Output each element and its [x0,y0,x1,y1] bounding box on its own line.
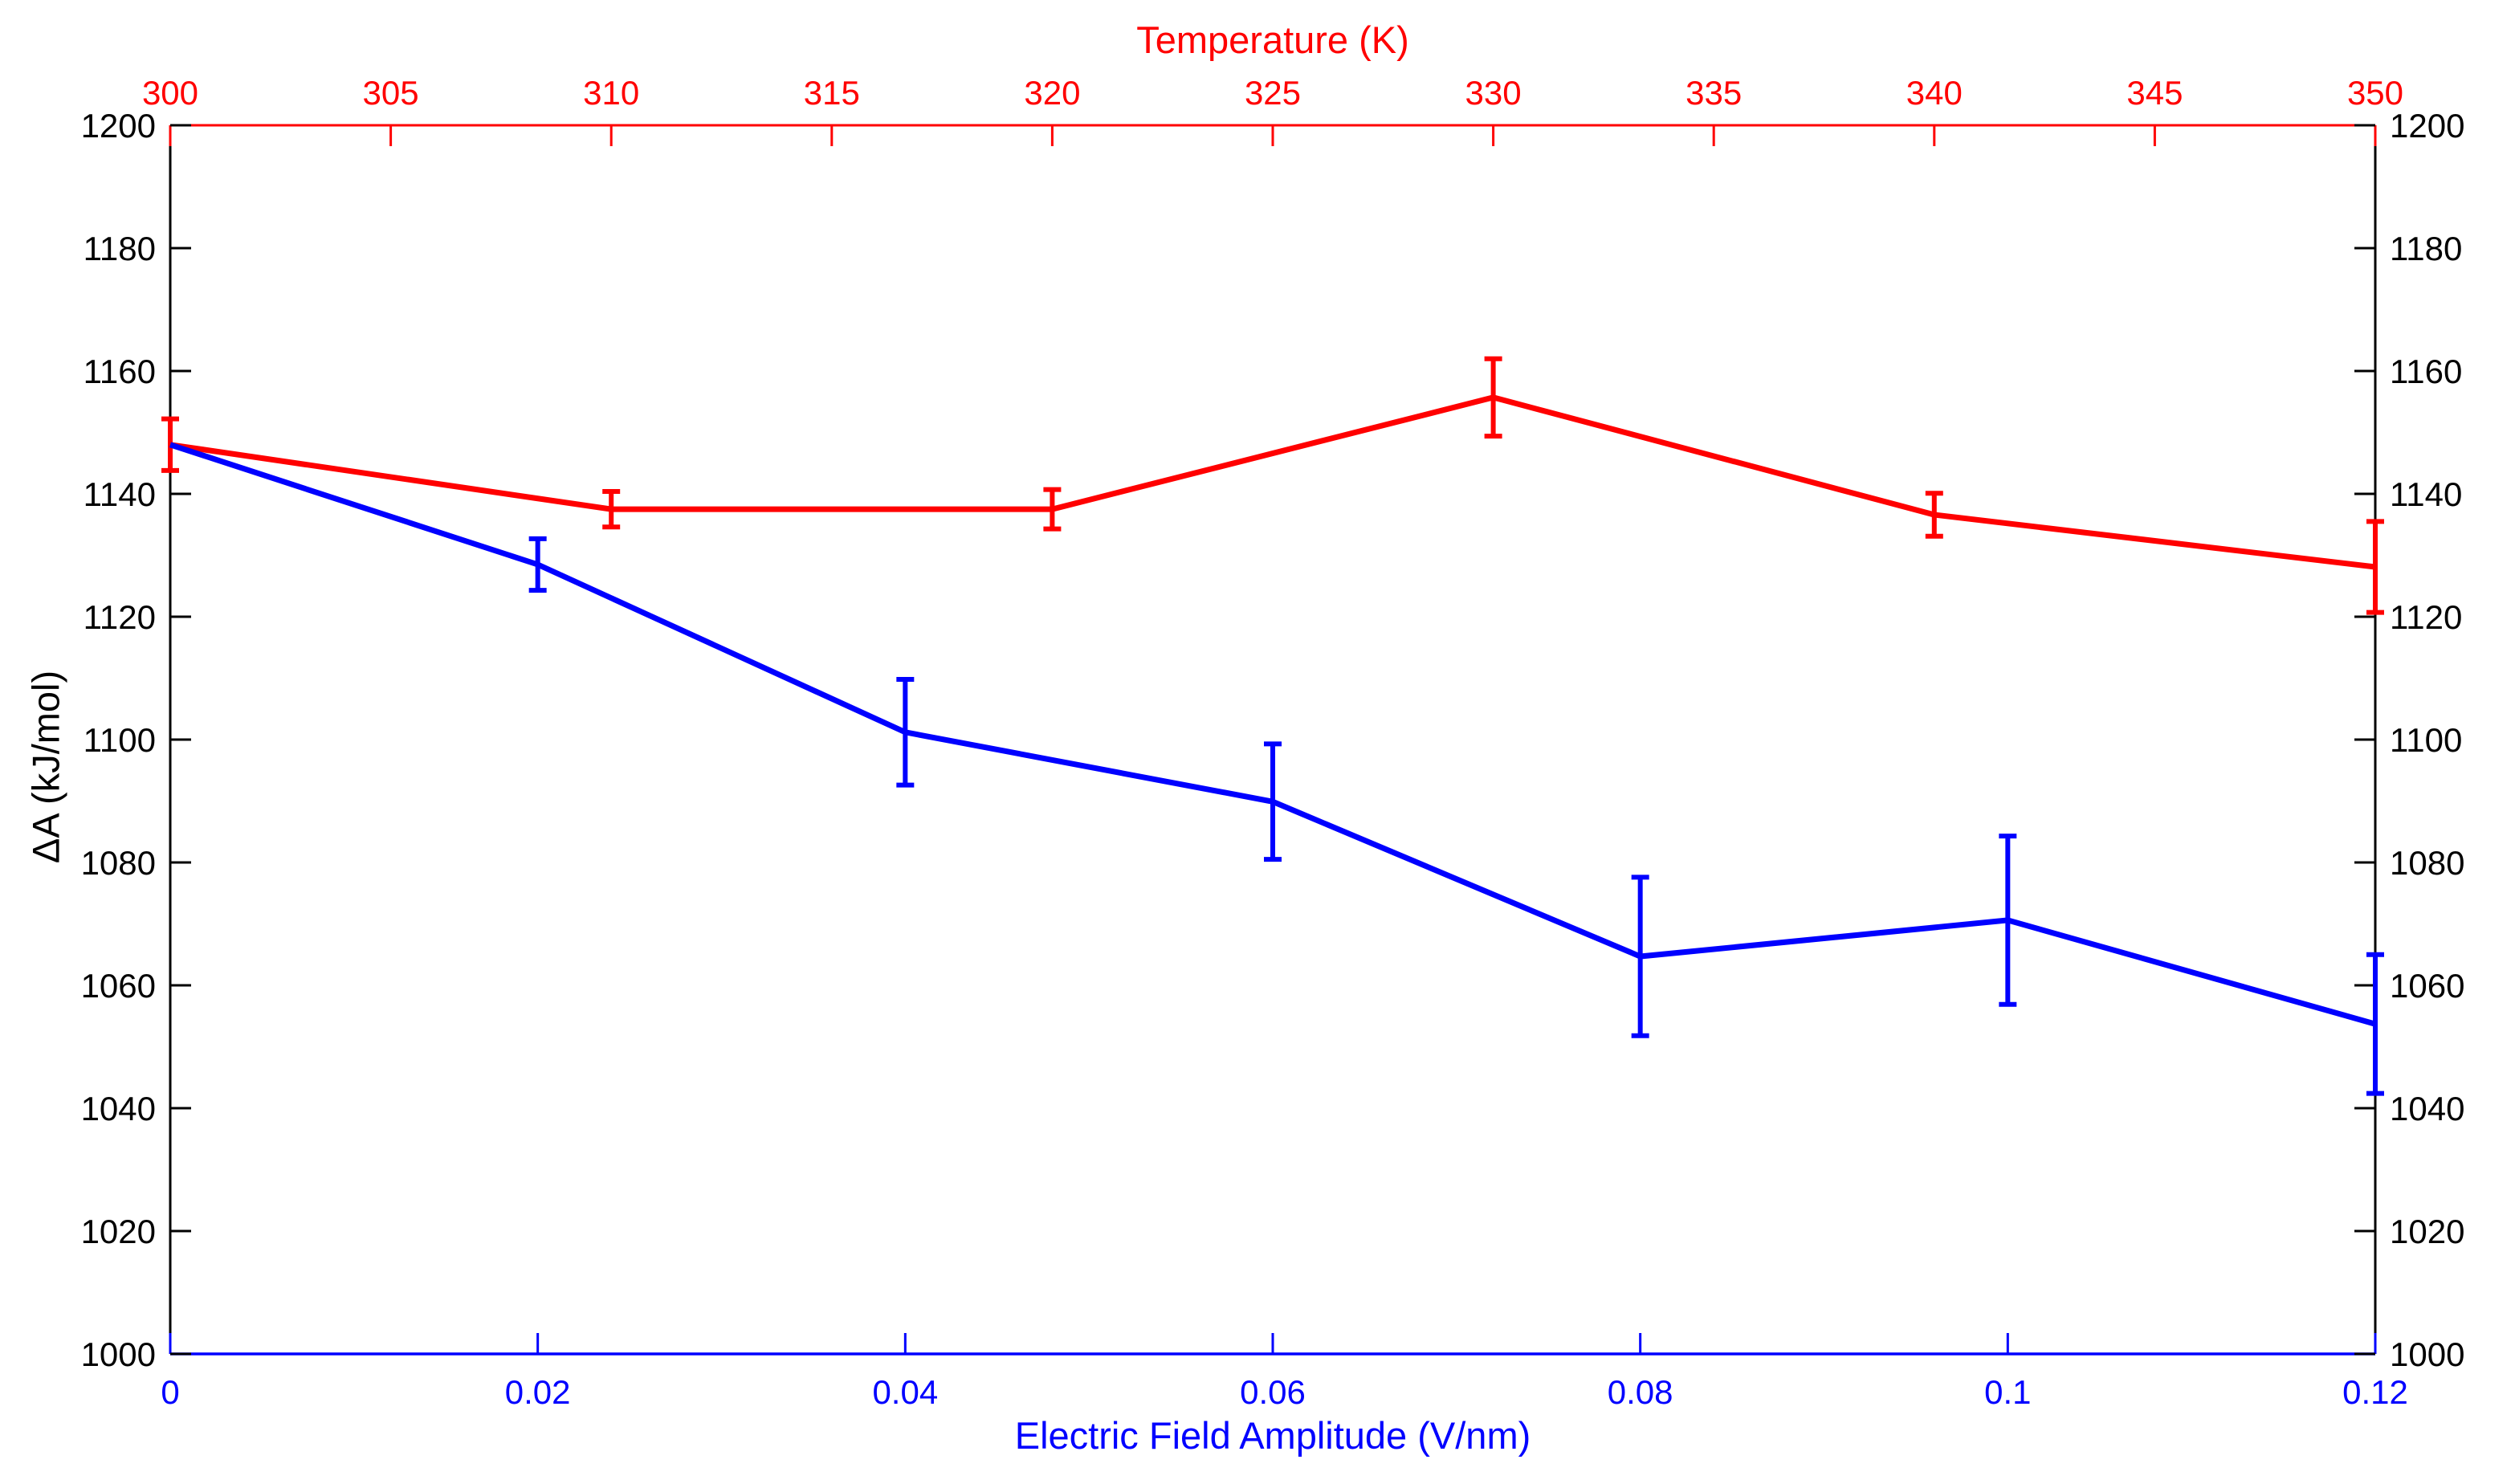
y-axis-title: ΔA (kJ/mol) [24,670,67,864]
bottom-axis-tick-label: 0.08 [1608,1373,1673,1411]
top-axis-tick-label: 315 [804,74,860,112]
top-axis-tick-label: 305 [363,74,419,112]
right-axis-tick-label: 1180 [2390,230,2462,267]
bottom-axis-tick-label: 0.04 [872,1373,938,1411]
temperature-series-line [169,394,2376,570]
top-axis-tick-label: 330 [1465,74,1522,112]
left-axis-tick-label: 1020 [81,1213,156,1250]
bottom-axis-tick-label: 0.12 [2342,1373,2408,1411]
left-axis-tick-label: 1080 [81,844,156,882]
right-axis-tick-label: 1040 [2390,1090,2464,1127]
top-axis-tick-label: 350 [2347,74,2403,112]
right-axis-tick-label: 1060 [2390,967,2464,1005]
top-axis-title: Temperature (K) [1136,18,1409,61]
bottom-axis-tick-label: 0.1 [1984,1373,2031,1411]
left-axis-tick-label: 1100 [84,721,156,759]
left-axis-tick-label: 1000 [81,1335,156,1373]
right-axis-tick-label: 1140 [2390,475,2462,513]
top-axis-tick-label: 325 [1245,74,1301,112]
top-axis-tick-label: 300 [142,74,198,112]
top-axis-tick-label: 340 [1906,74,1963,112]
top-axis-tick-label: 335 [1685,74,1742,112]
field-series-line [169,442,2376,1027]
top-axis-tick-label: 310 [583,74,639,112]
right-axis-tick-label: 1020 [2390,1213,2464,1250]
bottom-axis-tick-label: 0 [161,1373,179,1411]
top-axis-tick-label: 345 [2126,74,2183,112]
top-axis-tick-label: 320 [1024,74,1080,112]
right-axis-tick-label: 1100 [2390,721,2462,759]
left-axis-tick-label: 1140 [84,475,156,513]
right-axis-tick-label: 1000 [2390,1335,2464,1373]
left-axis-tick-label: 1060 [81,967,156,1005]
right-axis-tick-label: 1200 [2390,107,2464,145]
bottom-axis-tick-label: 0.06 [1240,1373,1306,1411]
left-axis-tick-label: 1160 [84,353,156,390]
left-axis-tick-label: 1180 [84,230,156,267]
right-axis-tick-label: 1120 [2390,598,2462,636]
bottom-axis-tick-label: 0.02 [505,1373,571,1411]
right-axis-tick-label: 1080 [2390,844,2464,882]
bottom-axis-title: Electric Field Amplitude (V/nm) [1014,1414,1531,1457]
left-axis-tick-label: 1120 [84,598,156,636]
left-axis-tick-label: 1040 [81,1090,156,1127]
left-axis-tick-label: 1200 [81,107,156,145]
right-axis-tick-label: 1160 [2390,353,2462,390]
